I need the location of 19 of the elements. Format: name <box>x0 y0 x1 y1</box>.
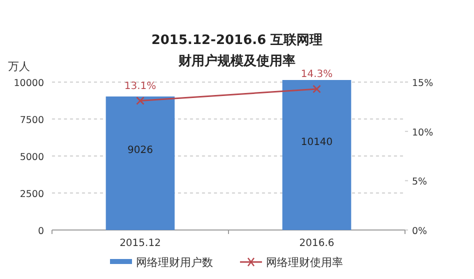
y-tick-label: 0 <box>38 226 44 237</box>
y2-tick-label: 10% <box>412 127 434 138</box>
y-tick-label: 10000 <box>14 78 44 90</box>
x-tick-label: 2016.6 <box>299 238 334 249</box>
y-tick-label: 7500 <box>20 115 44 126</box>
y2-tick-label: 5% <box>412 176 428 188</box>
data-label: 13.1% <box>124 80 156 92</box>
y2-tick-label: 0% <box>412 226 428 237</box>
legend-label: 网络理财用户数 <box>136 256 213 269</box>
legend-label: 网络理财使用率 <box>266 256 343 269</box>
data-label: 10140 <box>300 137 333 148</box>
x-tick-label: 2015.12 <box>120 238 161 249</box>
y-tick-label: 2500 <box>20 189 44 200</box>
y-axis-title: 万人 <box>8 60 30 73</box>
data-label: 9026 <box>128 145 153 156</box>
y-tick-label: 5000 <box>20 152 44 164</box>
y2-tick-label: 15% <box>412 78 434 90</box>
data-label: 14.3% <box>300 68 333 80</box>
chart-title: 2015.12-2016.6 互联网理财用户规模及使用率 <box>151 33 323 69</box>
